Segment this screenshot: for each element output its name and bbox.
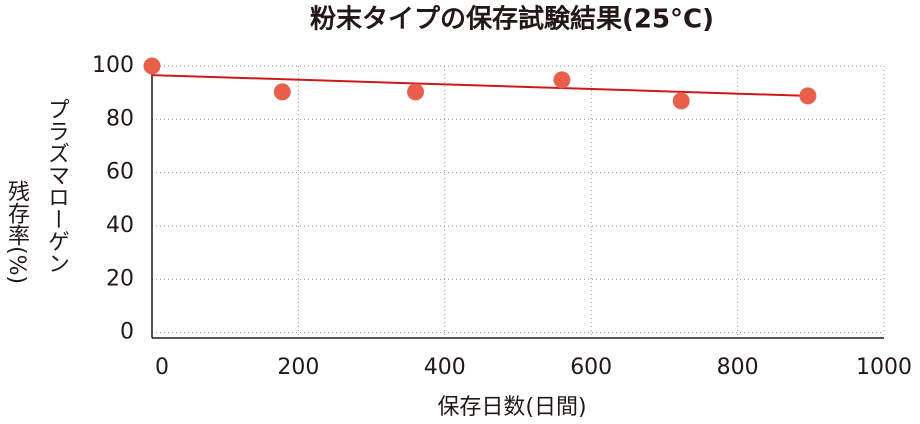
chart-title: 粉末タイプの保存試験結果(25°C)	[310, 4, 714, 35]
x-tick-label: 400	[424, 355, 466, 380]
x-tick-label: 1000	[856, 355, 912, 380]
data-point	[672, 92, 690, 110]
y-axis-label: 残存率(%)	[4, 180, 30, 284]
x-tick-label: 800	[717, 355, 759, 380]
y-tick-label: 40	[106, 213, 134, 238]
x-tick-label: 600	[570, 355, 612, 380]
trend-line	[151, 74, 808, 97]
data-point	[407, 83, 425, 101]
y-tick-label: 60	[106, 160, 134, 185]
x-tick-label: 200	[277, 355, 319, 380]
y-tick-label: 0	[120, 320, 134, 345]
data-point	[553, 71, 571, 89]
y-tick-label: 100	[92, 53, 134, 78]
x-axis-label: 保存日数(日間)	[437, 395, 586, 420]
y-tick-label: 80	[106, 106, 134, 131]
x-tick-label: 0	[155, 355, 169, 380]
data-point	[143, 57, 161, 75]
data-point	[273, 83, 291, 101]
data-point	[799, 87, 817, 105]
y-tick-label: 20	[106, 266, 134, 291]
y-axis-label: プラズマローゲン	[44, 98, 69, 274]
